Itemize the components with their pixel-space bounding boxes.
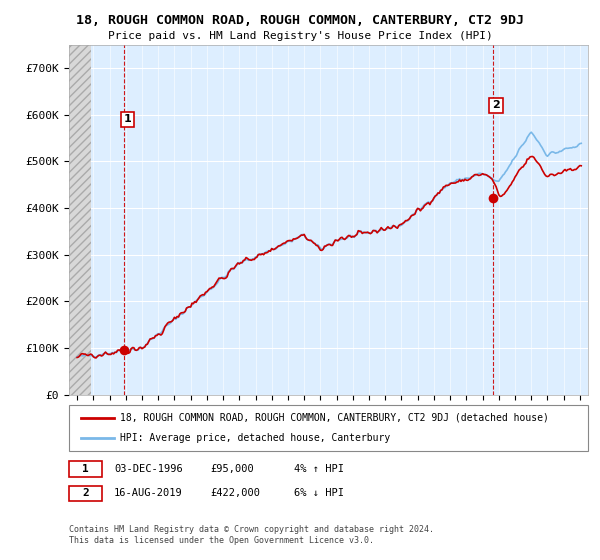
Text: 4% ↑ HPI: 4% ↑ HPI	[294, 464, 344, 474]
Text: 2: 2	[492, 100, 500, 110]
Text: 18, ROUGH COMMON ROAD, ROUGH COMMON, CANTERBURY, CT2 9DJ: 18, ROUGH COMMON ROAD, ROUGH COMMON, CAN…	[76, 14, 524, 27]
Text: £422,000: £422,000	[210, 488, 260, 498]
Text: 1: 1	[82, 464, 89, 474]
Bar	[69, 45, 91, 395]
Text: 6% ↓ HPI: 6% ↓ HPI	[294, 488, 344, 498]
Text: HPI: Average price, detached house, Canterbury: HPI: Average price, detached house, Cant…	[120, 433, 390, 443]
Text: £95,000: £95,000	[210, 464, 254, 474]
Text: 18, ROUGH COMMON ROAD, ROUGH COMMON, CANTERBURY, CT2 9DJ (detached house): 18, ROUGH COMMON ROAD, ROUGH COMMON, CAN…	[120, 413, 549, 423]
Text: Price paid vs. HM Land Registry's House Price Index (HPI): Price paid vs. HM Land Registry's House …	[107, 31, 493, 41]
Text: 2: 2	[82, 488, 89, 498]
Text: 03-DEC-1996: 03-DEC-1996	[114, 464, 183, 474]
Text: Contains HM Land Registry data © Crown copyright and database right 2024.
This d: Contains HM Land Registry data © Crown c…	[69, 525, 434, 545]
Text: 1: 1	[124, 114, 131, 124]
Text: 16-AUG-2019: 16-AUG-2019	[114, 488, 183, 498]
